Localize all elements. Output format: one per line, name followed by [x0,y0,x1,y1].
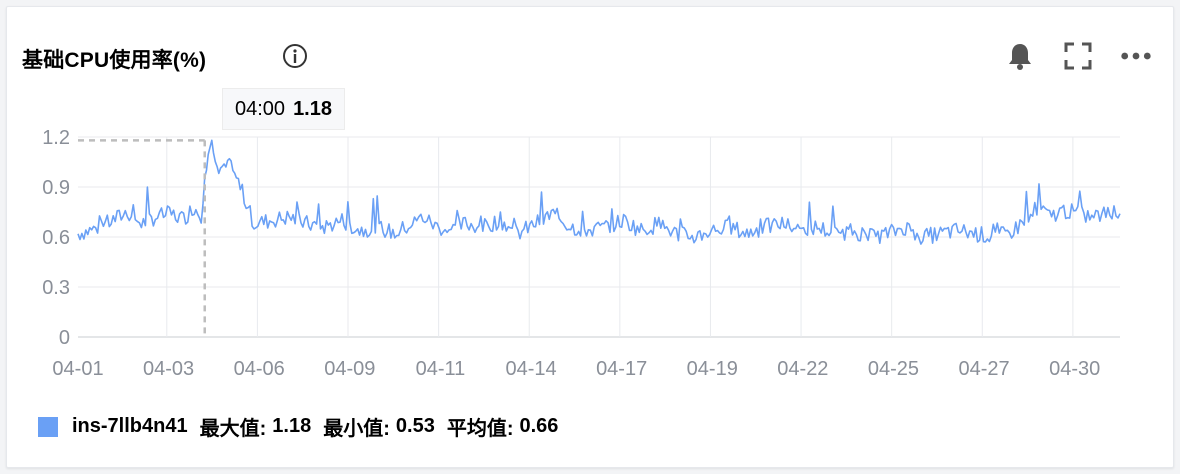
legend-series-name[interactable]: ins-7llb4n41 [72,415,188,437]
series-line [77,139,1121,245]
legend-max-value: 1.18 [272,415,312,437]
x-tick-label: 04-01 [52,358,103,380]
x-tick-label: 04-06 [234,358,285,380]
y-tick-label: 0.6 [42,227,70,249]
info-icon[interactable] [282,43,308,69]
chart-tooltip: 04:00 1.18 [222,88,345,130]
y-tick-label: 0.3 [42,277,70,299]
x-tick-label: 04-19 [687,358,738,380]
more-icon[interactable] [1120,40,1152,72]
chart-title: 基础CPU使用率(%) [22,49,207,72]
legend-max-label: 最大值: [199,418,267,440]
legend-min-value: 0.53 [395,415,435,437]
x-tick-label: 04-25 [868,358,919,380]
chart-toolbar [1004,38,1152,74]
bell-icon[interactable] [1004,40,1036,72]
x-tick-label: 04-14 [505,358,556,380]
x-tick-label: 04-11 [416,358,466,380]
y-tick-label: 1.2 [42,127,70,149]
x-tick-label: 04-09 [324,358,375,380]
legend-avg-label: 平均值: [446,418,514,440]
y-tick-label: 0.9 [42,177,70,199]
x-tick-label: 04-30 [1049,358,1100,380]
tooltip-value: 1.18 [293,97,332,120]
x-tick-label: 04-27 [959,358,1010,380]
tooltip-time: 04:00 [235,97,286,120]
x-tick-label: 04-03 [143,358,194,380]
chart-legend: ins-7llb4n41 最大值: 1.18 最小值: 0.53 平均值: 0.… [38,412,558,441]
legend-min-label: 最小值: [323,418,390,440]
y-tick-label: 0 [59,327,70,349]
x-tick-label: 04-22 [777,358,828,380]
x-tick-label: 04-17 [596,358,647,380]
fullscreen-icon[interactable] [1062,40,1094,72]
legend-swatch[interactable] [38,416,58,437]
legend-avg-value: 0.66 [519,415,559,437]
